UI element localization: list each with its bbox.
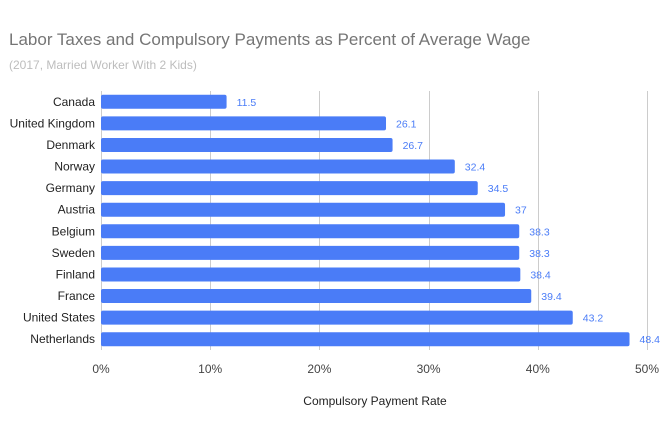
data-label: 39.4 [541, 291, 562, 303]
category-label: Austria [58, 203, 96, 217]
bar [101, 289, 532, 304]
category-label: Canada [53, 95, 95, 109]
x-tick-label: 50% [635, 362, 659, 376]
data-label: 37 [515, 205, 527, 217]
bar [101, 94, 227, 109]
category-label: France [58, 289, 96, 303]
data-label: 26.7 [403, 140, 424, 152]
x-tick-label: 0% [92, 362, 110, 376]
data-labels: 11.526.126.732.434.53738.338.338.439.443… [237, 97, 661, 346]
bar [101, 224, 520, 239]
chart-subtitle: (2017, Married Worker With 2 Kids) [9, 58, 197, 72]
category-label: Denmark [46, 138, 96, 152]
bar [101, 137, 393, 152]
bar [101, 181, 478, 196]
category-label: Norway [54, 160, 95, 174]
category-label: Germany [46, 181, 95, 195]
bar [101, 332, 630, 347]
data-label: 38.3 [529, 248, 550, 260]
category-labels: Canada United Kingdom Denmark Norway Germany… [10, 95, 96, 346]
x-axis-title: Compulsory Payment Rate [303, 394, 447, 408]
bar [101, 245, 520, 260]
x-tick-label: 10% [198, 362, 222, 376]
x-tick-label: 20% [307, 362, 331, 376]
x-tick-labels: 0% 10% 20% 30% 40% 50% [92, 362, 659, 376]
bar [101, 310, 573, 325]
data-label: 43.2 [583, 313, 604, 325]
category-label: Sweden [52, 246, 95, 260]
data-label: 11.5 [237, 97, 257, 109]
category-label: Finland [56, 267, 95, 281]
category-label: United States [23, 311, 95, 325]
gridlines [101, 91, 648, 350]
data-label: 38.4 [530, 269, 551, 281]
bar [101, 267, 521, 282]
x-tick-label: 40% [526, 362, 550, 376]
bars [101, 94, 630, 347]
data-label: 32.4 [465, 162, 486, 174]
bar [101, 159, 455, 174]
data-label: 38.3 [529, 226, 550, 238]
data-label: 34.5 [488, 183, 509, 195]
chart-title: Labor Taxes and Compulsory Payments as P… [9, 30, 531, 49]
category-label: Netherlands [30, 332, 95, 346]
data-label: 48.4 [640, 334, 661, 346]
category-label: Belgium [52, 224, 95, 238]
data-label: 26.1 [396, 118, 417, 130]
bar [101, 202, 506, 217]
category-label: United Kingdom [10, 116, 95, 130]
x-tick-label: 30% [417, 362, 441, 376]
bar [101, 116, 387, 131]
